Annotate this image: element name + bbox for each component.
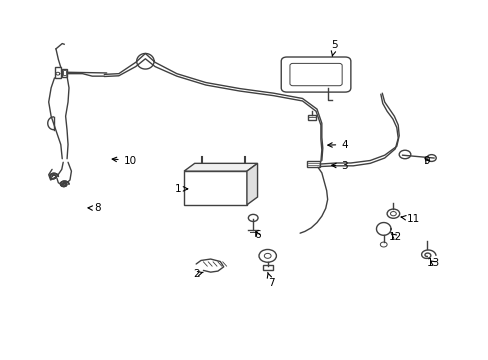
Circle shape (398, 150, 410, 159)
Text: 4: 4 (327, 140, 347, 149)
Circle shape (259, 249, 276, 262)
Text: 1: 1 (174, 184, 187, 194)
Polygon shape (308, 115, 315, 120)
Polygon shape (54, 67, 61, 78)
Text: 13: 13 (427, 258, 440, 268)
Text: 6: 6 (254, 230, 260, 240)
Polygon shape (62, 69, 67, 77)
Polygon shape (246, 163, 257, 205)
Circle shape (426, 155, 435, 161)
Text: 5: 5 (330, 40, 338, 56)
Polygon shape (263, 265, 272, 270)
Circle shape (264, 253, 270, 258)
FancyBboxPatch shape (289, 63, 342, 86)
Circle shape (386, 209, 399, 218)
Text: 11: 11 (400, 214, 419, 224)
Circle shape (390, 212, 395, 216)
FancyBboxPatch shape (281, 57, 350, 92)
Text: 10: 10 (112, 156, 137, 166)
Text: 7: 7 (267, 273, 274, 288)
Text: 3: 3 (331, 161, 347, 171)
Text: 9: 9 (423, 156, 429, 166)
Text: 8: 8 (88, 203, 101, 213)
Polygon shape (183, 163, 257, 171)
Text: 12: 12 (388, 232, 401, 242)
Circle shape (380, 242, 386, 247)
Polygon shape (307, 161, 319, 167)
Polygon shape (183, 171, 246, 205)
Text: 2: 2 (193, 269, 203, 279)
Polygon shape (63, 70, 66, 75)
Circle shape (248, 215, 258, 221)
